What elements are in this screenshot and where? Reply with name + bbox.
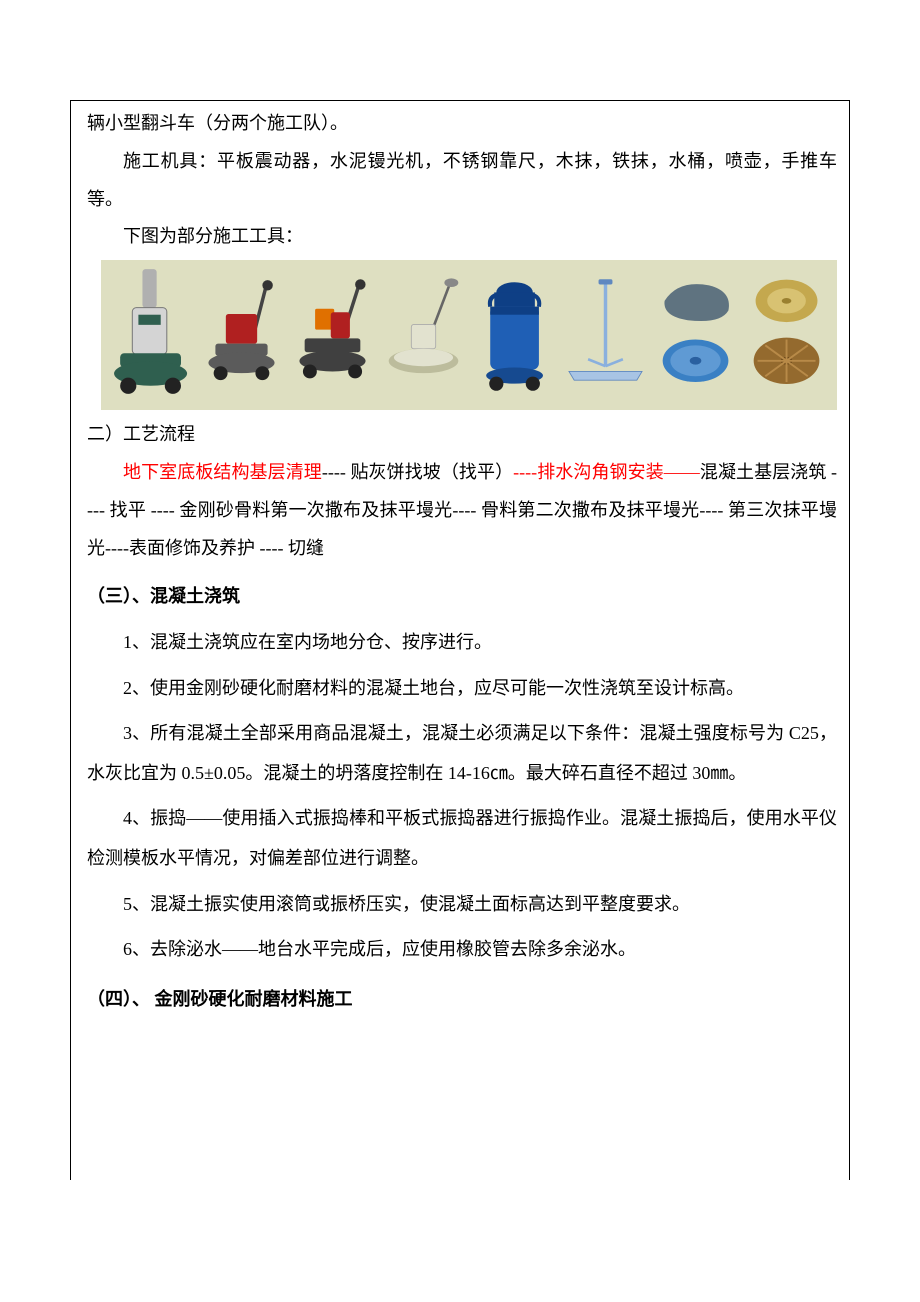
tool-pad-gold-brown — [744, 264, 831, 406]
section-4-title: （四）、 金刚砂硬化耐磨材料施工 — [87, 980, 837, 1020]
sec3-item-6: 6、去除泌水——地台水平完成后，应使用橡胶管去除多余泌水。 — [87, 930, 837, 970]
body-line-3: 下图为部分施工工具： — [87, 218, 837, 256]
tool-floor-grinder-orange — [289, 264, 376, 406]
tool-image-strip — [101, 260, 837, 410]
sec3-item-5: 5、混凝土振实使用滚筒或振桥压实，使混凝土面标高达到平整度要求。 — [87, 885, 837, 925]
section-3-title: （三）、混凝土浇筑 — [87, 577, 837, 617]
tool-pad-stone-blue — [653, 264, 740, 406]
sec3-item-3: 3、所有混凝土全部采用商品混凝土，混凝土必须满足以下条件：混凝土强度标号为 C2… — [87, 714, 837, 793]
section-2-title: 二）工艺流程 — [87, 416, 837, 454]
flow-step-red-1: 地下室底板结构基层清理 — [123, 462, 322, 482]
tool-squeegee — [562, 264, 649, 406]
tool-floor-polisher — [380, 264, 467, 406]
content-area: 辆小型翻斗车（分两个施工队）。 施工机具：平板震动器，水泥镘光机，不锈钢靠尺，木… — [70, 100, 850, 1180]
process-flow: 地下室底板结构基层清理---- 贴灰饼找坡（找平）----排水沟角钢安装——混凝… — [87, 454, 837, 567]
tool-grinder-upright — [107, 264, 194, 406]
sec3-item-1: 1、混凝土浇筑应在室内场地分仓、按序进行。 — [87, 623, 837, 663]
flow-step-2: 贴灰饼找坡（找平） — [346, 462, 513, 482]
body-line-2: 施工机具：平板震动器，水泥镘光机，不锈钢靠尺，木抹，铁抹，水桶，喷壶，手推车等。 — [87, 143, 837, 219]
tool-wet-vacuum — [471, 264, 558, 406]
tool-floor-grinder-red — [198, 264, 285, 406]
flow-step-red-2: ----排水沟角钢安装—— — [513, 462, 700, 482]
page-root: 辆小型翻斗车（分两个施工队）。 施工机具：平板震动器，水泥镘光机，不锈钢靠尺，木… — [0, 0, 920, 1302]
sec3-item-4: 4、振捣——使用插入式振捣棒和平板式振捣器进行振捣作业。混凝土振捣后，使用水平仪… — [87, 799, 837, 878]
sec3-item-2: 2、使用金刚砂硬化耐磨材料的混凝土地台，应尽可能一次性浇筑至设计标高。 — [87, 669, 837, 709]
body-line-1: 辆小型翻斗车（分两个施工队）。 — [87, 105, 837, 143]
flow-sep-1: ---- — [322, 462, 346, 482]
